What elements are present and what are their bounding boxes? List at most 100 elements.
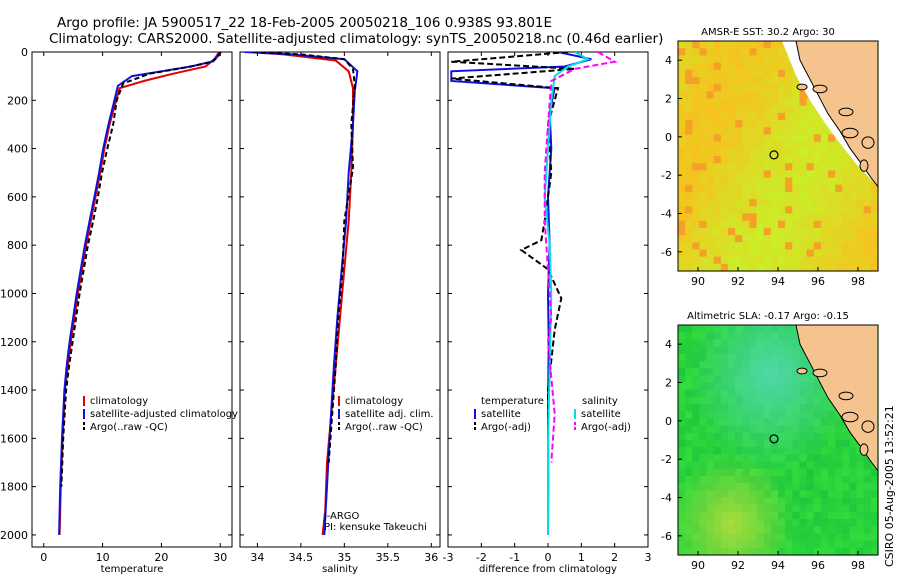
sla_map-cell [870, 511, 879, 520]
sla_map-cell [835, 540, 843, 549]
sst_map-cell [735, 184, 743, 193]
sla_map-cell [799, 526, 808, 535]
sst_map-cell [685, 213, 693, 222]
sst_map-cell [735, 170, 743, 179]
sla_map-cell [813, 440, 822, 448]
sst_map-cell [720, 256, 729, 265]
sla_map-cell [756, 533, 765, 542]
sst_map-cell [692, 55, 701, 64]
sst_map-cell [678, 48, 686, 56]
sla_map-cell [856, 511, 865, 520]
sst_map-cell [692, 62, 701, 71]
sla_map-cell [699, 497, 708, 506]
sla_map-cell [728, 533, 736, 542]
sst_map-cell [820, 263, 829, 272]
sst_map-cell [785, 184, 793, 193]
sla_map-cell [806, 440, 815, 448]
sla_map-cell [692, 447, 701, 455]
sla_map-cell [685, 533, 693, 542]
sst_map-cell [699, 163, 708, 171]
sst_map-cell [828, 148, 836, 157]
sla_map-cell [713, 511, 722, 520]
sla_map-cell [813, 497, 822, 506]
sla_map-cell [678, 360, 686, 369]
sst_map-cell [728, 134, 736, 143]
sla_map-cell [742, 468, 751, 477]
sla_map-cell [713, 332, 722, 340]
sst_map-cell [706, 41, 715, 49]
sst_map-cell [770, 206, 779, 215]
sst_map-cell [763, 163, 772, 171]
sla_map-island [812, 368, 828, 378]
salinity-xlabel: salinity [322, 564, 358, 575]
sst_map-cell [756, 141, 765, 150]
sst_map-cell [742, 235, 751, 243]
sla_map-cell [678, 418, 686, 427]
sla_map-cell [828, 411, 836, 420]
sst_map-cell [706, 76, 715, 85]
sst_map-cell [763, 62, 772, 71]
sst_map-cell [678, 127, 686, 136]
sla_map-cell [828, 461, 836, 470]
sst_map-cell [728, 84, 736, 92]
sla_map-cell [706, 432, 715, 441]
depth-tick-label: 1800 [0, 481, 28, 494]
sst_map-cell [692, 48, 701, 56]
sst_map-cell [735, 120, 743, 128]
sla_map-cell [678, 540, 686, 549]
sla_map-cell [792, 382, 801, 391]
sla_map-cell [749, 475, 758, 484]
sla_map-cell [678, 447, 686, 455]
sst_map-cell [706, 249, 715, 258]
sst_map-xtick-label: 90 [691, 275, 705, 288]
sst_map-cell [692, 249, 701, 258]
sla_map-cell [799, 447, 808, 455]
sst_map-cell [813, 220, 822, 229]
depth-tick-label: 400 [7, 143, 28, 156]
sst_map-cell [749, 199, 758, 207]
sst_map-cell [720, 134, 729, 143]
sst_map-cell [870, 206, 879, 215]
sla_map-cell [713, 526, 722, 535]
sla_map-cell [692, 461, 701, 470]
sst_map-cell [699, 242, 708, 251]
sst_map-cell [842, 256, 851, 265]
sst_map-cell [778, 249, 786, 258]
sla_map-cell [749, 353, 758, 362]
sla_map-cell [806, 511, 815, 520]
sla_map-cell [763, 325, 772, 333]
sst_map-cell [842, 177, 851, 186]
sst_map-cell [863, 184, 872, 193]
sla_map-cell [756, 360, 765, 369]
sst_map-cell [728, 249, 736, 258]
sla_map-cell [720, 497, 729, 506]
sst_map-cell [692, 69, 701, 78]
sst_map-cell [713, 84, 722, 92]
sst_map-cell [799, 134, 808, 143]
sla_map-cell [778, 533, 786, 542]
sla_map-cell [742, 404, 751, 412]
sst_map-cell [799, 156, 808, 164]
sla_map-cell [813, 382, 822, 391]
sst_map-cell [785, 120, 793, 128]
sla_map-cell [763, 519, 772, 527]
sla_map-cell [799, 418, 808, 427]
sst_map-cell [820, 199, 829, 207]
sla_map-cell [749, 447, 758, 455]
sla_map-cell [785, 339, 793, 348]
sla_map-cell [720, 533, 729, 542]
sla_map-cell [813, 375, 822, 384]
sst_map-cell [770, 156, 779, 164]
sst_map-cell [863, 206, 872, 215]
sla_map-cell [806, 519, 815, 527]
sla_map-cell [842, 547, 851, 556]
sst_map-cell [813, 177, 822, 186]
sla_map-cell [849, 526, 858, 535]
sla_map-cell [763, 425, 772, 434]
sst_map-cell [763, 191, 772, 200]
sla_map-cell [749, 497, 758, 506]
sla_map-cell [763, 475, 772, 484]
sst_map-cell [692, 41, 701, 49]
sla_map-cell [692, 332, 701, 340]
sst_map-cell [678, 91, 686, 100]
